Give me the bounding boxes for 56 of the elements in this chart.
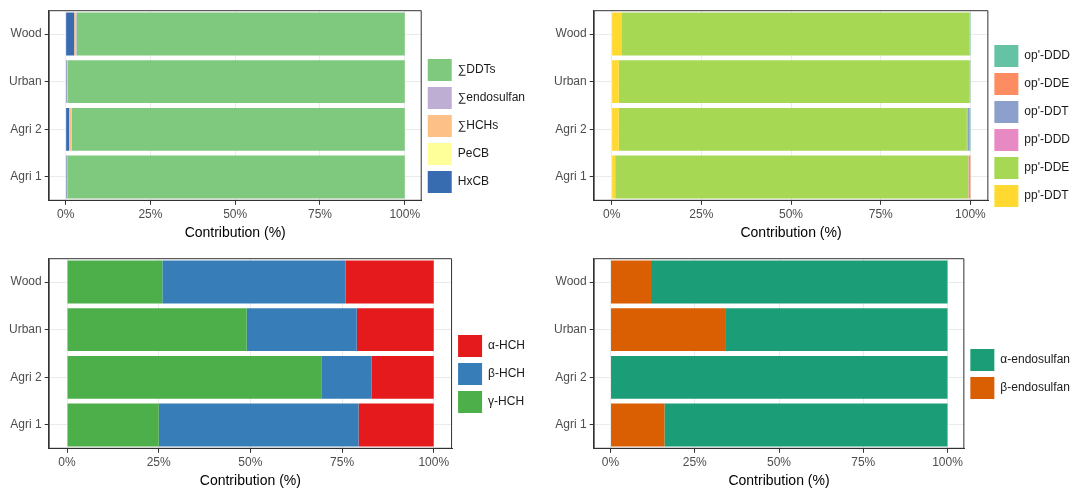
x-axis-title: Contribution (%) [199,472,301,489]
x-tick-label: 100% [932,455,964,470]
x-tick-label: 0% [602,207,621,222]
legend-label: ∑HCHs [457,118,499,133]
legend-label: op'-DDT [1024,104,1070,119]
x-tick-label: 50% [767,455,792,470]
legend-label: pp'-DDT [1024,188,1070,203]
y-tick-label: Agri 2 [10,121,42,136]
x-tick-label: 100% [955,207,987,222]
y-tick-label: Wood [10,274,42,289]
x-tick-label: 25% [682,455,708,470]
x-tick-label: 0% [58,455,77,470]
y-tick-label: Agri 1 [555,417,587,432]
y-tick-label: Agri 2 [555,369,587,384]
legend-label: pp'-DDE [1024,160,1070,175]
y-tick-label: Urban [9,73,42,88]
legend-label: PeCB [457,146,490,161]
y-tick-label: Wood [555,274,587,289]
y-tick-label: Agri 2 [555,121,587,136]
x-tick-label: 50% [779,207,804,222]
legend-label: α-HCH [488,338,526,353]
y-tick-label: Agri 1 [10,169,42,184]
y-tick-label: Wood [555,26,587,41]
legend-label: β-HCH [488,366,525,381]
x-tick-label: 25% [138,207,163,222]
y-tick-label: Agri 1 [10,417,42,432]
legend-label: op'-DDE [1024,76,1070,91]
x-tick-label: 75% [330,455,355,470]
x-tick-label: 0% [601,455,620,470]
y-tick-label: Urban [554,73,587,88]
legend-label: γ-HCH [488,394,525,409]
x-tick-label: 100% [418,455,450,470]
y-tick-label: Urban [554,321,587,336]
x-tick-label: 0% [56,207,75,222]
x-axis-title: Contribution (%) [184,224,286,241]
x-axis-title: Contribution (%) [740,224,842,241]
x-tick-label: 50% [223,207,248,222]
y-tick-label: Urban [9,321,42,336]
legend-label: pp'-DDD [1024,132,1071,147]
x-axis-title: Contribution (%) [728,472,830,489]
y-tick-label: Agri 2 [10,369,42,384]
x-tick-label: 75% [868,207,894,222]
legend-label: α-endosulfan [1000,352,1071,367]
x-tick-label: 75% [307,207,333,222]
legend-label: β-endosulfan [1000,380,1070,395]
x-tick-label: 25% [146,455,172,470]
legend-label: ∑endosulfan [457,90,526,105]
y-tick-label: Agri 1 [555,169,587,184]
legend-label: HxCB [457,174,490,189]
x-tick-label: 50% [238,455,263,470]
legend-label: ∑DDTs [457,62,496,77]
legend-label: op'-DDD [1024,48,1071,63]
x-tick-label: 25% [689,207,714,222]
x-tick-label: 75% [851,455,876,470]
x-tick-label: 100% [389,207,421,222]
y-tick-label: Wood [10,26,42,41]
